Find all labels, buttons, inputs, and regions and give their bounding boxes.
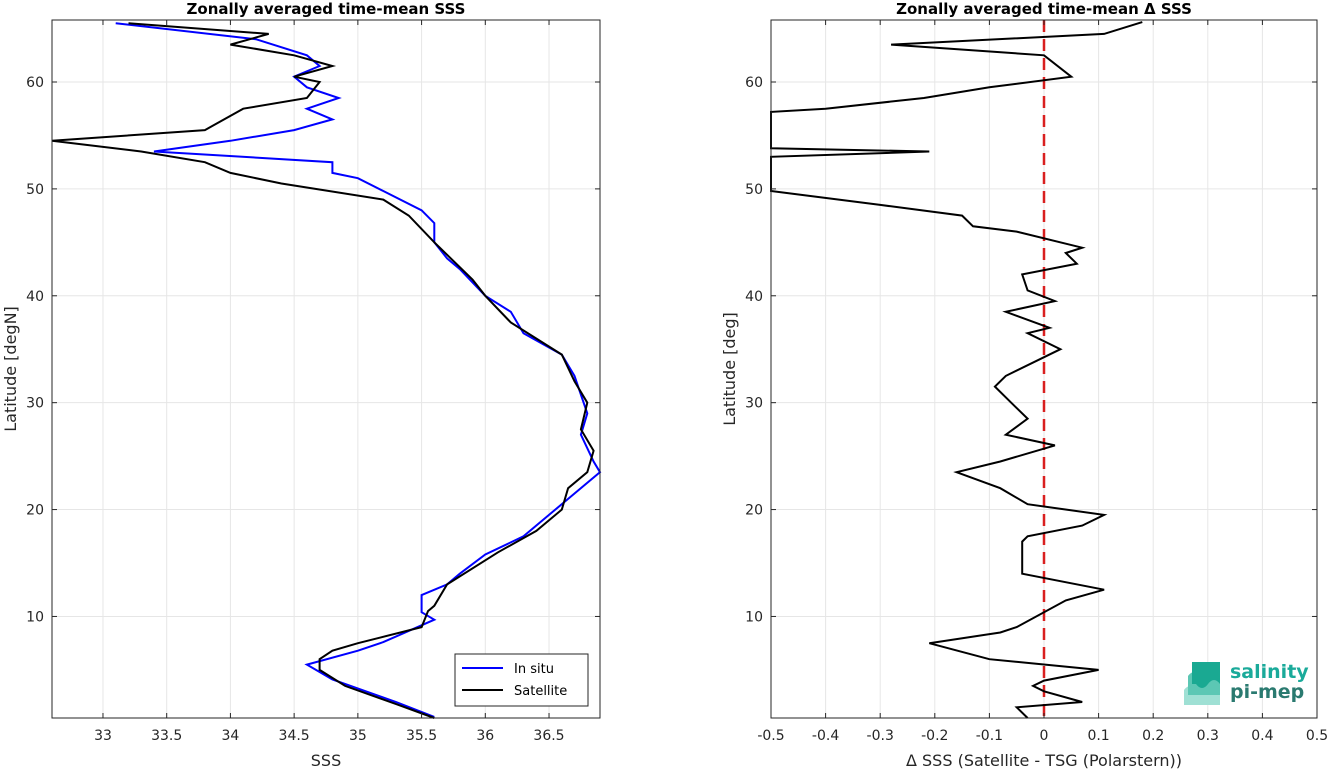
x-tick-label: 0.2 bbox=[1142, 728, 1164, 744]
x-tick-label: -0.1 bbox=[976, 728, 1003, 744]
legend-box bbox=[454, 653, 589, 707]
x-tick-label: 0.3 bbox=[1197, 728, 1219, 744]
right-panel-delta-sss: -0.5 -0.4 -0.3 -0.2 -0.1 0 0.1 0.2 0.3 0.4 0.5 10 20… bbox=[720, 0, 1328, 769]
x-tick-label: 36 bbox=[476, 728, 494, 744]
x-tick-label: -0.5 bbox=[757, 728, 784, 744]
x-tick-label: 35 bbox=[349, 728, 367, 744]
y-tick-label: 50 bbox=[26, 182, 44, 198]
legend-label-satellite: Satellite bbox=[514, 684, 567, 699]
series-line-delta-sss bbox=[770, 21, 1143, 719]
salinity-pi-mep-logo: salinity pi-mep bbox=[1184, 661, 1309, 705]
y-tick-label: 10 bbox=[745, 609, 763, 625]
y-tick-label: 50 bbox=[745, 182, 763, 198]
y-axis-label: Latitude [deg] bbox=[720, 312, 739, 426]
y-tick-label: 30 bbox=[745, 396, 763, 412]
y-tick-label: 60 bbox=[26, 75, 44, 91]
series-line-satellite bbox=[51, 22, 595, 719]
x-tick-label: 0.4 bbox=[1251, 728, 1273, 744]
y-tick-label: 10 bbox=[26, 609, 44, 625]
chart-title: Zonally averaged time-mean Δ SSS bbox=[896, 0, 1192, 18]
y-tick-label: 40 bbox=[26, 289, 44, 305]
x-axis-label: SSS bbox=[311, 751, 341, 769]
y-tick-label: 20 bbox=[745, 503, 763, 519]
y-tick-label: 30 bbox=[26, 396, 44, 412]
x-tick-label: -0.3 bbox=[867, 728, 894, 744]
wave-logo-icon bbox=[1184, 662, 1220, 705]
y-tick-label: 40 bbox=[745, 289, 763, 305]
x-tick-label: 33.5 bbox=[151, 728, 182, 744]
y-tick-label: 20 bbox=[26, 503, 44, 519]
x-tick-label: -0.2 bbox=[921, 728, 948, 744]
legend: In situ Satellite bbox=[454, 653, 589, 707]
series-line-in-situ bbox=[115, 22, 602, 718]
y-tick-label: 60 bbox=[745, 75, 763, 91]
y-axis-label: Latitude [degN] bbox=[1, 306, 20, 432]
x-axis-label: Δ SSS (Satellite - TSG (Polarstern)) bbox=[906, 751, 1182, 769]
logo-text-pi-mep: pi-mep bbox=[1230, 681, 1304, 703]
legend-label-in-situ: In situ bbox=[514, 662, 554, 677]
x-tick-label: 0.5 bbox=[1306, 728, 1328, 744]
x-tick-label: 34.5 bbox=[279, 728, 310, 744]
x-tick-label: 35.5 bbox=[406, 728, 437, 744]
axes-frame bbox=[51, 19, 601, 719]
x-tick-label: 33 bbox=[94, 728, 112, 744]
plot-area bbox=[52, 20, 600, 718]
x-tick-label: 0.1 bbox=[1087, 728, 1109, 744]
x-tick-label: 0 bbox=[1040, 728, 1049, 744]
x-tick-label: 36.5 bbox=[533, 728, 564, 744]
x-tick-label: 34 bbox=[222, 728, 240, 744]
x-tick-label: -0.4 bbox=[812, 728, 839, 744]
left-panel-sss: 33 33.5 34 34.5 35 35.5 36 36.5 10 20 30 40 50 60 Zona… bbox=[1, 0, 602, 769]
chart-title: Zonally averaged time-mean SSS bbox=[187, 0, 466, 18]
logo-text-salinity: salinity bbox=[1230, 661, 1309, 683]
